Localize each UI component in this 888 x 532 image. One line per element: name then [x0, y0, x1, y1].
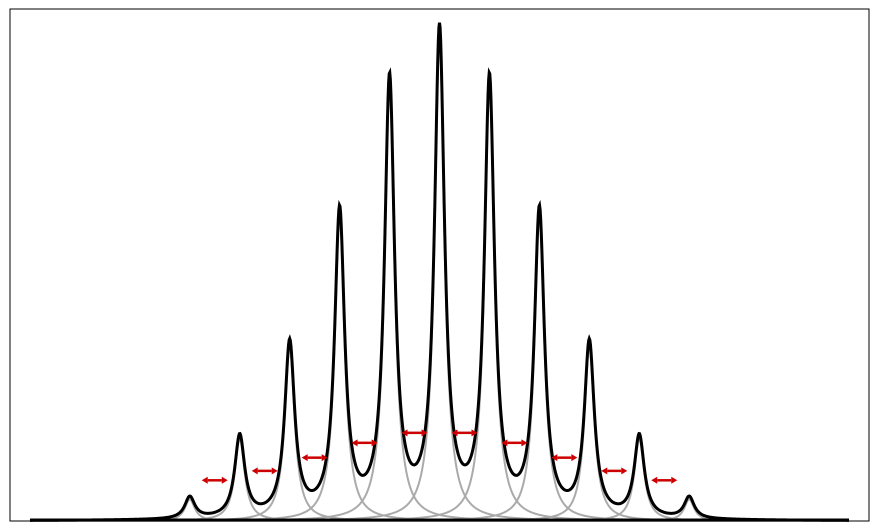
plot-frame: [9, 8, 870, 522]
sum-envelope-curve: [29, 22, 850, 522]
double-arrow: [651, 476, 678, 484]
component-curve: [29, 437, 850, 522]
double-arrow-left-head: [651, 476, 658, 484]
double-arrow-right-head: [271, 467, 278, 475]
double-arrow-left-head: [301, 454, 308, 462]
double-arrow-left-head: [251, 467, 258, 475]
sum-envelope-layer: [29, 22, 850, 522]
double-arrow-left-head: [501, 439, 508, 447]
component-curve: [29, 213, 850, 522]
component-curves: [29, 37, 850, 522]
double-arrow-left-head: [601, 467, 608, 475]
double-arrow-right-head: [421, 429, 428, 437]
double-arrow-left-head: [451, 429, 458, 437]
component-curve: [29, 344, 850, 522]
double-arrow: [451, 429, 478, 437]
double-arrow: [201, 476, 228, 484]
double-arrow-right-head: [321, 454, 328, 462]
double-arrow-right-head: [571, 454, 578, 462]
component-curve: [29, 213, 850, 522]
double-arrow-right-head: [521, 439, 528, 447]
double-arrow-right-head: [371, 439, 378, 447]
double-arrow: [501, 439, 528, 447]
spacing-arrows: [201, 429, 678, 484]
double-arrow: [251, 467, 278, 475]
double-arrow-left-head: [351, 439, 358, 447]
double-arrow: [551, 454, 578, 462]
double-arrow: [301, 454, 328, 462]
double-arrow-right-head: [621, 467, 628, 475]
double-arrow: [601, 467, 628, 475]
double-arrow-right-head: [671, 476, 678, 484]
double-arrow: [351, 439, 378, 447]
component-curve: [29, 83, 850, 522]
double-arrow: [401, 429, 428, 437]
component-curve: [29, 344, 850, 522]
double-arrow-left-head: [201, 476, 208, 484]
double-arrow-right-head: [471, 429, 478, 437]
double-arrow-right-head: [221, 476, 228, 484]
component-curve: [29, 437, 850, 522]
double-arrow-left-head: [401, 429, 408, 437]
component-curve: [29, 83, 850, 522]
double-arrow-left-head: [551, 454, 558, 462]
component-curve: [29, 37, 850, 522]
